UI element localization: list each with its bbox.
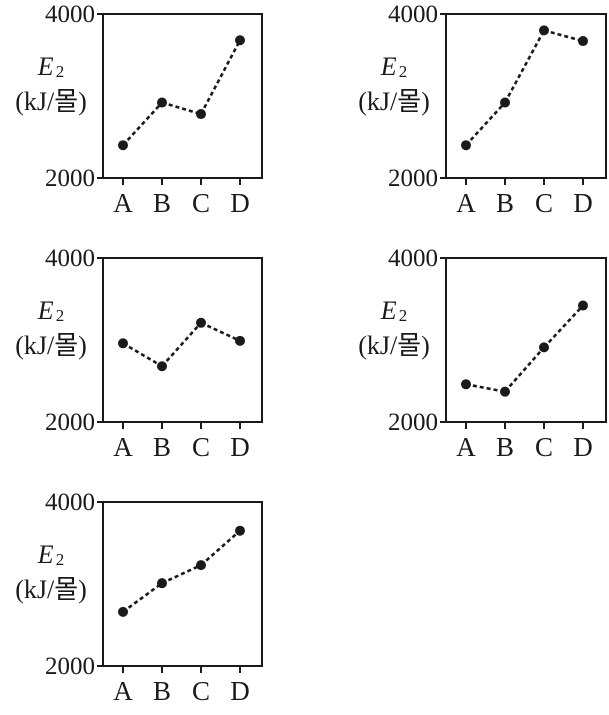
chart-2-xtick-label-b: B — [496, 188, 514, 218]
chart-1-segment-2 — [161, 101, 202, 116]
chart-2-segment-3 — [543, 29, 584, 43]
chart-2-frame — [445, 13, 607, 179]
chart-4-xtick-label-c: C — [535, 432, 553, 462]
chart-5-ytick-label-top: 4000 — [45, 489, 95, 516]
chart-5-xtick-label-a: A — [113, 676, 133, 706]
chart-5-ytick-label-bottom: 2000 — [45, 653, 95, 680]
chart-4-xtick-label-d: D — [573, 432, 593, 462]
chart-5-ylabel-subscript: 2 — [56, 550, 65, 569]
chart-2-segment-2 — [503, 29, 546, 104]
chart-3-ylabel-unit: (kJ/몰) — [15, 331, 87, 360]
chart-5-point-c — [196, 560, 206, 571]
chart-4-frame — [445, 257, 607, 423]
chart-2-ytick-label-top: 4000 — [388, 1, 438, 28]
chart-1-ytick-label-bottom: 2000 — [45, 165, 95, 192]
chart-5-segment-3 — [200, 529, 241, 567]
chart-5-point-b — [157, 578, 167, 589]
chart-2-point-a — [461, 140, 471, 151]
chart-3-xtick-label-d: D — [230, 432, 250, 462]
chart-1-point-c — [196, 109, 206, 120]
chart-2-segment-1 — [465, 101, 506, 147]
chart-1-xtick-label-b: B — [153, 188, 171, 218]
chart-1-point-b — [157, 97, 167, 108]
chart-3-point-a — [118, 338, 128, 349]
chart-2-ylabel-unit: (kJ/몰) — [358, 87, 430, 116]
chart-4-segment-1 — [465, 383, 506, 393]
chart-1-xtick-label-c: C — [192, 188, 210, 218]
chart-2-ylabel-subscript: 2 — [399, 62, 408, 81]
chart-4-ytick-label-bottom: 2000 — [388, 409, 438, 436]
chart-1-segment-3 — [199, 39, 242, 115]
chart-5-xtick-label-d: D — [230, 676, 250, 706]
chart-2-point-b — [500, 97, 510, 108]
chart-5-segment-2 — [161, 563, 202, 585]
chart-3-point-d — [235, 335, 245, 346]
chart-1-segment-1 — [122, 101, 163, 147]
chart-4-xtick-label-b: B — [496, 432, 514, 462]
chart-4-ylabel-unit: (kJ/몰) — [358, 331, 430, 360]
chart-5-xtick-label-c: C — [192, 676, 210, 706]
chart-3-ylabel-e: E — [37, 296, 54, 325]
chart-5-ylabel-e: E — [37, 540, 54, 569]
chart-2-point-d — [578, 36, 588, 47]
chart-3-ylabel-subscript: 2 — [56, 306, 65, 325]
chart-4-point-b — [500, 386, 510, 397]
chart-1-ylabel-e: E — [37, 52, 54, 81]
chart-2-xtick-label-d: D — [573, 188, 593, 218]
chart-1-xtick-label-d: D — [230, 188, 250, 218]
chart-5-ylabel-unit: (kJ/몰) — [15, 575, 87, 604]
chart-4-ytick-label-top: 4000 — [388, 245, 438, 272]
chart-1-point-d — [235, 35, 245, 46]
chart-5-segment-1 — [122, 582, 163, 613]
chart-4-point-d — [578, 300, 588, 311]
chart-1-xtick-label-a: A — [113, 188, 133, 218]
chart-4-point-a — [461, 379, 471, 390]
chart-5-xtick-label-b: B — [153, 676, 171, 706]
chart-4-xtick-label-a: A — [456, 432, 476, 462]
chart-2-xtick-label-c: C — [535, 188, 553, 218]
chart-3-segment-3 — [200, 321, 241, 342]
chart-4-ylabel-subscript: 2 — [399, 306, 408, 325]
chart-5-point-a — [118, 606, 128, 617]
chart-1-point-a — [118, 140, 128, 151]
chart-3-xtick-label-a: A — [113, 432, 133, 462]
chart-1-ylabel-unit: (kJ/몰) — [15, 87, 87, 116]
chart-2-ylabel-e: E — [380, 52, 397, 81]
chart-1-ytick-label-top: 4000 — [45, 1, 95, 28]
chart-2-xtick-label-a: A — [456, 188, 476, 218]
chart-4-segment-2 — [504, 346, 545, 393]
chart-3-frame — [102, 257, 263, 423]
chart-1-ylabel-subscript: 2 — [56, 62, 65, 81]
chart-5-frame — [102, 501, 263, 667]
chart-3-segment-1 — [122, 342, 163, 368]
chart-4-point-c — [539, 342, 549, 353]
chart-2-ytick-label-bottom: 2000 — [388, 165, 438, 192]
chart-4-segment-3 — [543, 304, 584, 349]
chart-3-ytick-label-bottom: 2000 — [45, 409, 95, 436]
chart-3-segment-2 — [161, 321, 202, 368]
chart-3-ytick-label-top: 4000 — [45, 245, 95, 272]
chart-1-frame — [102, 13, 263, 179]
chart-3-xtick-label-c: C — [192, 432, 210, 462]
chart-3-point-b — [157, 361, 167, 372]
chart-2-point-c — [539, 25, 549, 36]
chart-3-xtick-label-b: B — [153, 432, 171, 462]
chart-5-point-d — [235, 525, 245, 536]
chart-3-point-c — [196, 317, 206, 328]
chart-4-ylabel-e: E — [380, 296, 397, 325]
